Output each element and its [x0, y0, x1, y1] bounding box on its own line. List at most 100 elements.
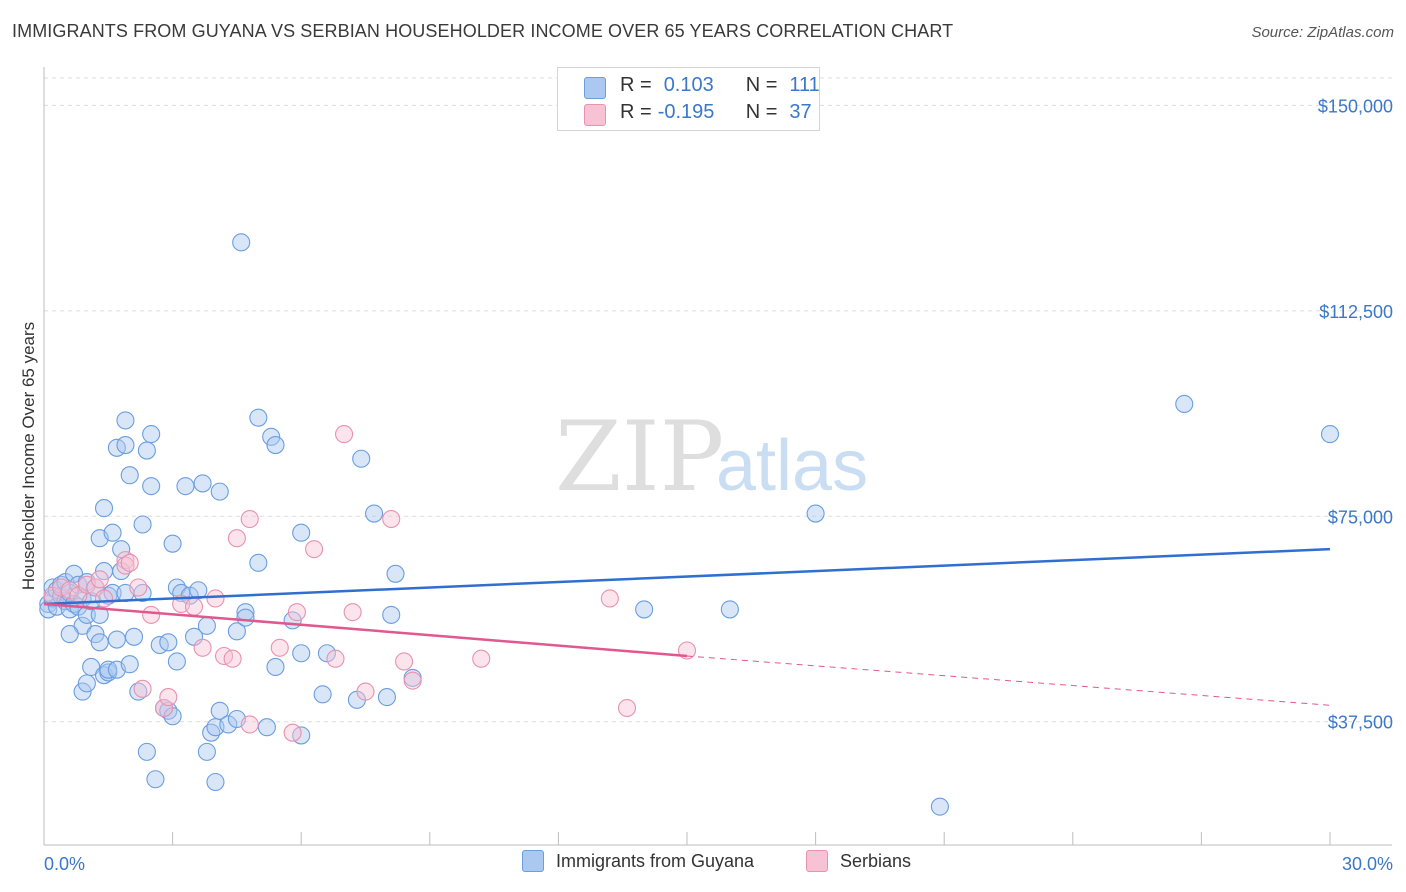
point-guyana [219, 715, 238, 734]
point-guyana [73, 616, 92, 635]
point-guyana [77, 674, 96, 693]
point-guyana [137, 742, 156, 761]
point-guyana [197, 616, 216, 635]
point-guyana [249, 553, 268, 572]
point-guyana [86, 625, 105, 644]
point-serbians [206, 589, 225, 608]
y-tick-label: $75,000 [1328, 507, 1393, 527]
legend-r-label: R = [620, 101, 652, 123]
bottom-legend-serbians: Serbians [806, 850, 911, 872]
legend-n-label: N = [745, 74, 778, 96]
point-guyana [806, 504, 825, 523]
point-guyana [124, 627, 144, 646]
legend-r-value-guyana: 0.103 [663, 74, 714, 96]
point-guyana [352, 449, 371, 468]
point-serbians [120, 553, 139, 572]
point-serbians [617, 698, 637, 718]
y-tick-label: $150,000 [1318, 96, 1393, 116]
point-guyana [103, 523, 122, 542]
point-guyana [133, 515, 152, 534]
point-guyana [146, 770, 165, 789]
point-guyana [236, 608, 255, 627]
watermark-zip: ZIP [555, 401, 724, 513]
point-guyana [206, 772, 225, 792]
point-serbians [94, 589, 114, 608]
watermark-atlas: atlas [716, 426, 868, 506]
tick-labels: $37,500 $75,000 $112,500 $150,000 0.0% 30.0% [44, 96, 1393, 874]
point-serbians [472, 649, 491, 668]
point-guyana [257, 718, 276, 737]
point-serbians [287, 603, 306, 622]
y-tick-label: $37,500 [1328, 713, 1393, 733]
trend-line-guyana [43, 547, 1331, 606]
point-serbians [227, 529, 246, 548]
point-guyana [94, 499, 114, 518]
point-guyana [266, 657, 285, 676]
trend-line-serbians-extrapolated [686, 655, 1331, 706]
x-tick-label-min: 0.0% [44, 854, 85, 874]
bottom-legend-label-guyana: Immigrants from Guyana [556, 850, 755, 871]
correlation-legend: R = 0.103 N = 111 R = -0.195 N = 37 [557, 67, 820, 131]
trend-lines [43, 547, 1331, 706]
x-tick-label-max: 30.0% [1342, 854, 1393, 874]
point-guyana [317, 644, 336, 663]
point-serbians [184, 597, 204, 616]
point-serbians [283, 723, 302, 742]
point-guyana [193, 474, 212, 493]
point-serbians [154, 698, 174, 718]
chart-title: IMMIGRANTS FROM GUYANA VS SERBIAN HOUSEH… [12, 21, 954, 41]
point-serbians [240, 715, 259, 734]
series-guyana-points [39, 233, 1340, 816]
trend-line-serbians [43, 602, 688, 658]
point-guyana [313, 685, 332, 704]
point-guyana [249, 408, 268, 427]
point-guyana [197, 742, 216, 761]
series-serbians-points [43, 425, 697, 742]
y-axis-label: Householder Income Over 65 years [19, 321, 38, 591]
watermark: ZIP atlas [555, 401, 868, 513]
legend-r-value-serbians: -0.195 [657, 101, 715, 123]
point-guyana [82, 657, 101, 676]
point-serbians [270, 638, 289, 657]
bottom-legend-guyana: Immigrants from Guyana [522, 850, 754, 872]
point-guyana [116, 436, 135, 455]
point-guyana [365, 504, 384, 523]
y-tick-label: $112,500 [1319, 302, 1393, 322]
legend-n-value-serbians: 37 [789, 101, 812, 123]
point-guyana [142, 425, 161, 444]
point-guyana [73, 682, 92, 701]
point-guyana [60, 625, 79, 644]
legend-n-label: N = [745, 101, 778, 123]
point-guyana [137, 441, 156, 460]
point-serbians [193, 638, 212, 657]
point-guyana [210, 482, 229, 501]
axes [43, 67, 1392, 846]
point-guyana [120, 655, 139, 674]
point-serbians [60, 581, 79, 600]
point-guyana [107, 630, 126, 649]
point-serbians [133, 679, 152, 698]
point-serbians [142, 605, 161, 624]
point-guyana [142, 477, 161, 496]
legend-swatch-serbians [584, 104, 606, 126]
point-guyana [176, 477, 195, 496]
point-serbians [356, 682, 375, 701]
point-serbians [335, 425, 354, 444]
point-serbians [129, 578, 148, 597]
point-serbians [382, 509, 401, 529]
point-guyana [292, 644, 311, 663]
legend-swatch-guyana [584, 77, 606, 99]
point-guyana [232, 233, 251, 252]
point-serbians [326, 649, 345, 668]
point-guyana [167, 652, 186, 671]
point-guyana [930, 797, 949, 816]
point-guyana [635, 600, 654, 619]
point-serbians [223, 649, 242, 668]
point-serbians [395, 652, 414, 671]
point-serbians [343, 603, 362, 622]
legend-r-label: R = [620, 74, 652, 96]
point-serbians [159, 688, 178, 707]
point-serbians [240, 509, 259, 529]
point-guyana [159, 633, 178, 652]
